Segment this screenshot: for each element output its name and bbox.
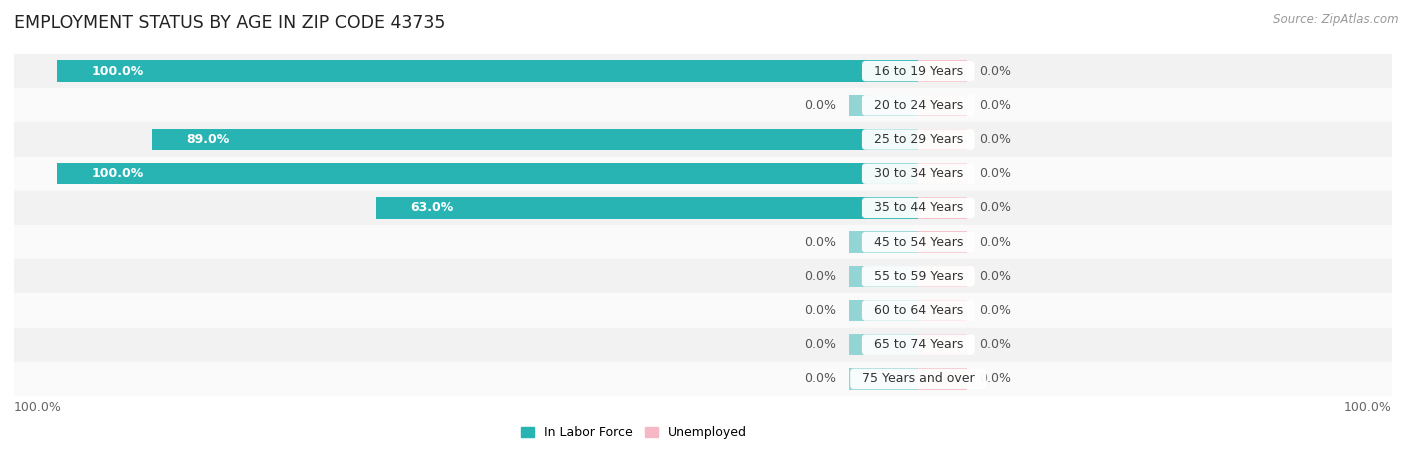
- Bar: [14, 122, 1392, 157]
- Bar: [152, 129, 918, 150]
- Bar: [849, 368, 918, 390]
- Text: 100.0%: 100.0%: [14, 401, 62, 414]
- Bar: [918, 300, 966, 321]
- Bar: [918, 163, 966, 184]
- Bar: [14, 259, 1392, 293]
- Text: 35 to 44 Years: 35 to 44 Years: [866, 202, 972, 214]
- Text: 0.0%: 0.0%: [980, 338, 1011, 351]
- Bar: [14, 191, 1392, 225]
- Text: 100.0%: 100.0%: [91, 167, 143, 180]
- Text: 0.0%: 0.0%: [804, 338, 837, 351]
- Text: 0.0%: 0.0%: [804, 304, 837, 317]
- Text: 60 to 64 Years: 60 to 64 Years: [866, 304, 972, 317]
- Text: 16 to 19 Years: 16 to 19 Years: [866, 65, 972, 77]
- Text: 65 to 74 Years: 65 to 74 Years: [866, 338, 972, 351]
- Text: Source: ZipAtlas.com: Source: ZipAtlas.com: [1274, 14, 1399, 27]
- Text: 0.0%: 0.0%: [804, 270, 837, 283]
- Bar: [58, 60, 918, 82]
- Bar: [375, 197, 918, 219]
- Bar: [918, 334, 966, 356]
- Text: 20 to 24 Years: 20 to 24 Years: [866, 99, 972, 112]
- Text: 25 to 29 Years: 25 to 29 Years: [866, 133, 972, 146]
- Bar: [918, 60, 966, 82]
- Bar: [14, 225, 1392, 259]
- Bar: [849, 231, 918, 253]
- Text: 0.0%: 0.0%: [980, 99, 1011, 112]
- Text: 0.0%: 0.0%: [980, 373, 1011, 385]
- Bar: [918, 197, 966, 219]
- Text: 0.0%: 0.0%: [980, 236, 1011, 248]
- Bar: [849, 266, 918, 287]
- Bar: [14, 54, 1392, 88]
- Bar: [14, 362, 1392, 396]
- Bar: [849, 300, 918, 321]
- Text: 0.0%: 0.0%: [980, 270, 1011, 283]
- Text: 30 to 34 Years: 30 to 34 Years: [866, 167, 972, 180]
- Bar: [918, 231, 966, 253]
- Bar: [58, 163, 918, 184]
- Text: 0.0%: 0.0%: [980, 202, 1011, 214]
- Bar: [918, 94, 966, 116]
- Bar: [14, 157, 1392, 191]
- Bar: [849, 94, 918, 116]
- Bar: [14, 293, 1392, 328]
- Text: 55 to 59 Years: 55 to 59 Years: [866, 270, 972, 283]
- Text: 100.0%: 100.0%: [1344, 401, 1392, 414]
- Bar: [14, 88, 1392, 122]
- Bar: [918, 368, 966, 390]
- Text: 0.0%: 0.0%: [980, 167, 1011, 180]
- Text: 0.0%: 0.0%: [980, 133, 1011, 146]
- Text: 0.0%: 0.0%: [804, 373, 837, 385]
- Text: 75 Years and over: 75 Years and over: [853, 373, 983, 385]
- Text: 63.0%: 63.0%: [411, 202, 454, 214]
- Text: EMPLOYMENT STATUS BY AGE IN ZIP CODE 43735: EMPLOYMENT STATUS BY AGE IN ZIP CODE 437…: [14, 14, 446, 32]
- Bar: [918, 129, 966, 150]
- Text: 0.0%: 0.0%: [980, 304, 1011, 317]
- Bar: [14, 328, 1392, 362]
- Bar: [918, 266, 966, 287]
- Text: 45 to 54 Years: 45 to 54 Years: [866, 236, 972, 248]
- Text: 89.0%: 89.0%: [186, 133, 229, 146]
- Text: 0.0%: 0.0%: [804, 99, 837, 112]
- Text: 100.0%: 100.0%: [91, 65, 143, 77]
- Text: 0.0%: 0.0%: [804, 236, 837, 248]
- Legend: In Labor Force, Unemployed: In Labor Force, Unemployed: [516, 422, 752, 445]
- Text: 0.0%: 0.0%: [980, 65, 1011, 77]
- Bar: [849, 334, 918, 356]
